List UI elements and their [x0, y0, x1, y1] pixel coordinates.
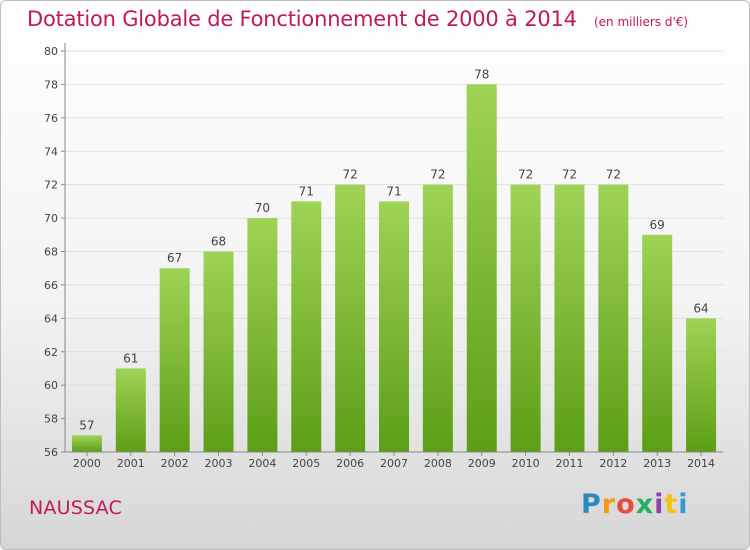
x-tick-label: 2001: [117, 457, 145, 470]
x-tick-label: 2007: [380, 457, 408, 470]
x-tick-label: 2003: [205, 457, 233, 470]
x-tick-label: 2011: [555, 457, 583, 470]
bar: [642, 234, 673, 452]
logo-letter: P: [581, 489, 602, 520]
bar: [247, 218, 278, 452]
y-tick-label: 70: [44, 212, 58, 225]
logo-letter: i: [678, 489, 689, 520]
y-tick-label: 78: [44, 78, 58, 91]
y-tick-label: 56: [44, 446, 58, 459]
bar-value-label: 78: [474, 67, 489, 81]
bar: [115, 368, 146, 452]
bar-value-label: 72: [518, 168, 533, 182]
bar: [422, 184, 453, 452]
bar: [71, 435, 102, 452]
proxiti-logo[interactable]: Proxiti: [581, 489, 689, 520]
bar-value-label: 72: [430, 168, 445, 182]
y-tick-label: 76: [44, 112, 58, 125]
logo-letter: o: [616, 489, 636, 520]
x-tick-label: 2006: [336, 457, 364, 470]
chart-title: Dotation Globale de Fonctionnement de 20…: [27, 7, 577, 31]
title-row: Dotation Globale de Fonctionnement de 20…: [27, 7, 688, 31]
axis-layer: 56 58 60 62 64 66 68 70 72 74 76 78 80 2000 2001 2002 20…: [44, 43, 723, 470]
bar-value-label: 68: [211, 235, 226, 249]
x-tick-label: 2004: [248, 457, 276, 470]
logo-letter: i: [654, 489, 665, 520]
y-tick-label: 74: [44, 145, 58, 158]
bar: [686, 318, 717, 452]
y-tick-label: 58: [44, 413, 58, 426]
x-tick-label: 2005: [292, 457, 320, 470]
x-tick-label: 2002: [161, 457, 189, 470]
y-tick-label: 60: [44, 379, 58, 392]
bar-value-label: 72: [606, 168, 621, 182]
bar: [203, 251, 234, 452]
bar-value-label: 70: [255, 201, 270, 215]
logo-letter: t: [664, 489, 679, 520]
commune-name: NAUSSAC: [29, 497, 122, 519]
bar-value-label: 72: [342, 168, 357, 182]
bar: [554, 184, 585, 452]
bar-value-label: 64: [693, 301, 708, 315]
x-tick-label: 2014: [687, 457, 715, 470]
y-tick-label: 68: [44, 246, 58, 259]
bar: [598, 184, 629, 452]
bar: [466, 84, 497, 453]
bar: [335, 184, 366, 452]
bar: [379, 201, 409, 452]
y-tick-label: 72: [44, 179, 58, 192]
bar: [291, 201, 322, 452]
bar-value-label: 71: [386, 184, 401, 198]
bar-value-label: 67: [167, 251, 182, 265]
bar-value-label: 61: [123, 351, 138, 365]
bar-layer: [71, 84, 717, 453]
bar: [510, 184, 541, 452]
bar-value-label: 72: [562, 168, 577, 182]
y-tick-label: 62: [44, 346, 58, 359]
x-tick-label: 2010: [512, 457, 540, 470]
chart-unit: (en milliers d'€): [593, 15, 689, 29]
bar: [159, 268, 190, 452]
x-tick-label: 2013: [643, 457, 671, 470]
y-tick-label: 64: [44, 312, 58, 325]
logo-letter: r: [601, 489, 617, 520]
bar-value-label: 57: [79, 418, 94, 432]
y-tick-label: 66: [44, 279, 58, 292]
bar-value-label: 69: [650, 218, 665, 232]
bar-value-label: 71: [299, 184, 314, 198]
y-tick-label: 80: [44, 45, 58, 58]
x-tick-label: 2012: [599, 457, 627, 470]
label-layer: 57 61 67 68 70 71 72 71 72 78 72 72 72 69 64: [79, 67, 708, 432]
x-tick-label: 2008: [424, 457, 452, 470]
logo-letter: x: [635, 489, 655, 520]
x-tick-label: 2009: [468, 457, 496, 470]
x-tick-label: 2000: [73, 457, 101, 470]
